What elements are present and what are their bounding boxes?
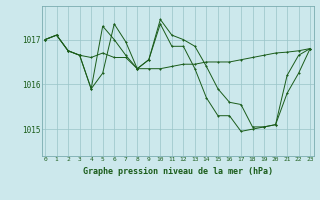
- X-axis label: Graphe pression niveau de la mer (hPa): Graphe pression niveau de la mer (hPa): [83, 167, 273, 176]
